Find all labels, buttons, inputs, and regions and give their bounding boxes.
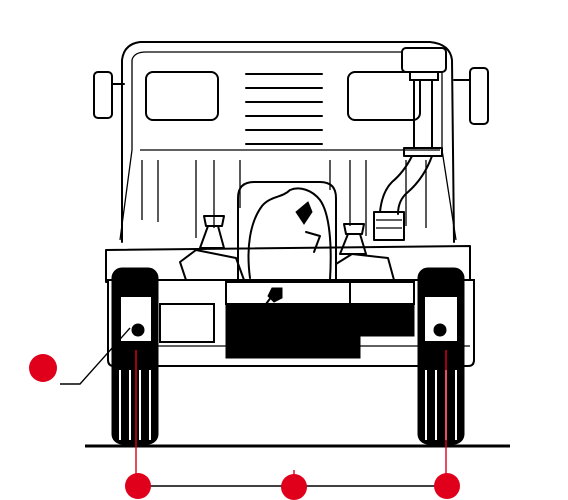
- right-suspension-mount: [335, 223, 395, 281]
- front-lamp-callout-marker[interactable]: [29, 354, 57, 382]
- center-track-callout-marker[interactable]: [281, 474, 307, 500]
- right-mirror: [453, 67, 489, 125]
- right-windshield: [347, 71, 421, 121]
- air-intake-snorkel: [373, 47, 447, 241]
- left-mirror: [93, 71, 125, 119]
- left-lamp-overlay: [117, 275, 153, 343]
- front-bumper: [105, 245, 475, 367]
- right-wheel-track-callout-marker[interactable]: [434, 473, 460, 499]
- left-windshield: [145, 71, 219, 121]
- engine-block: [237, 181, 337, 283]
- left-wheel-track-callout-marker[interactable]: [125, 473, 151, 499]
- right-lamp-overlay: [423, 275, 459, 343]
- lamp-leader-line: [60, 327, 131, 385]
- left-sidelight: [159, 303, 215, 343]
- cab-grille: [245, 73, 323, 145]
